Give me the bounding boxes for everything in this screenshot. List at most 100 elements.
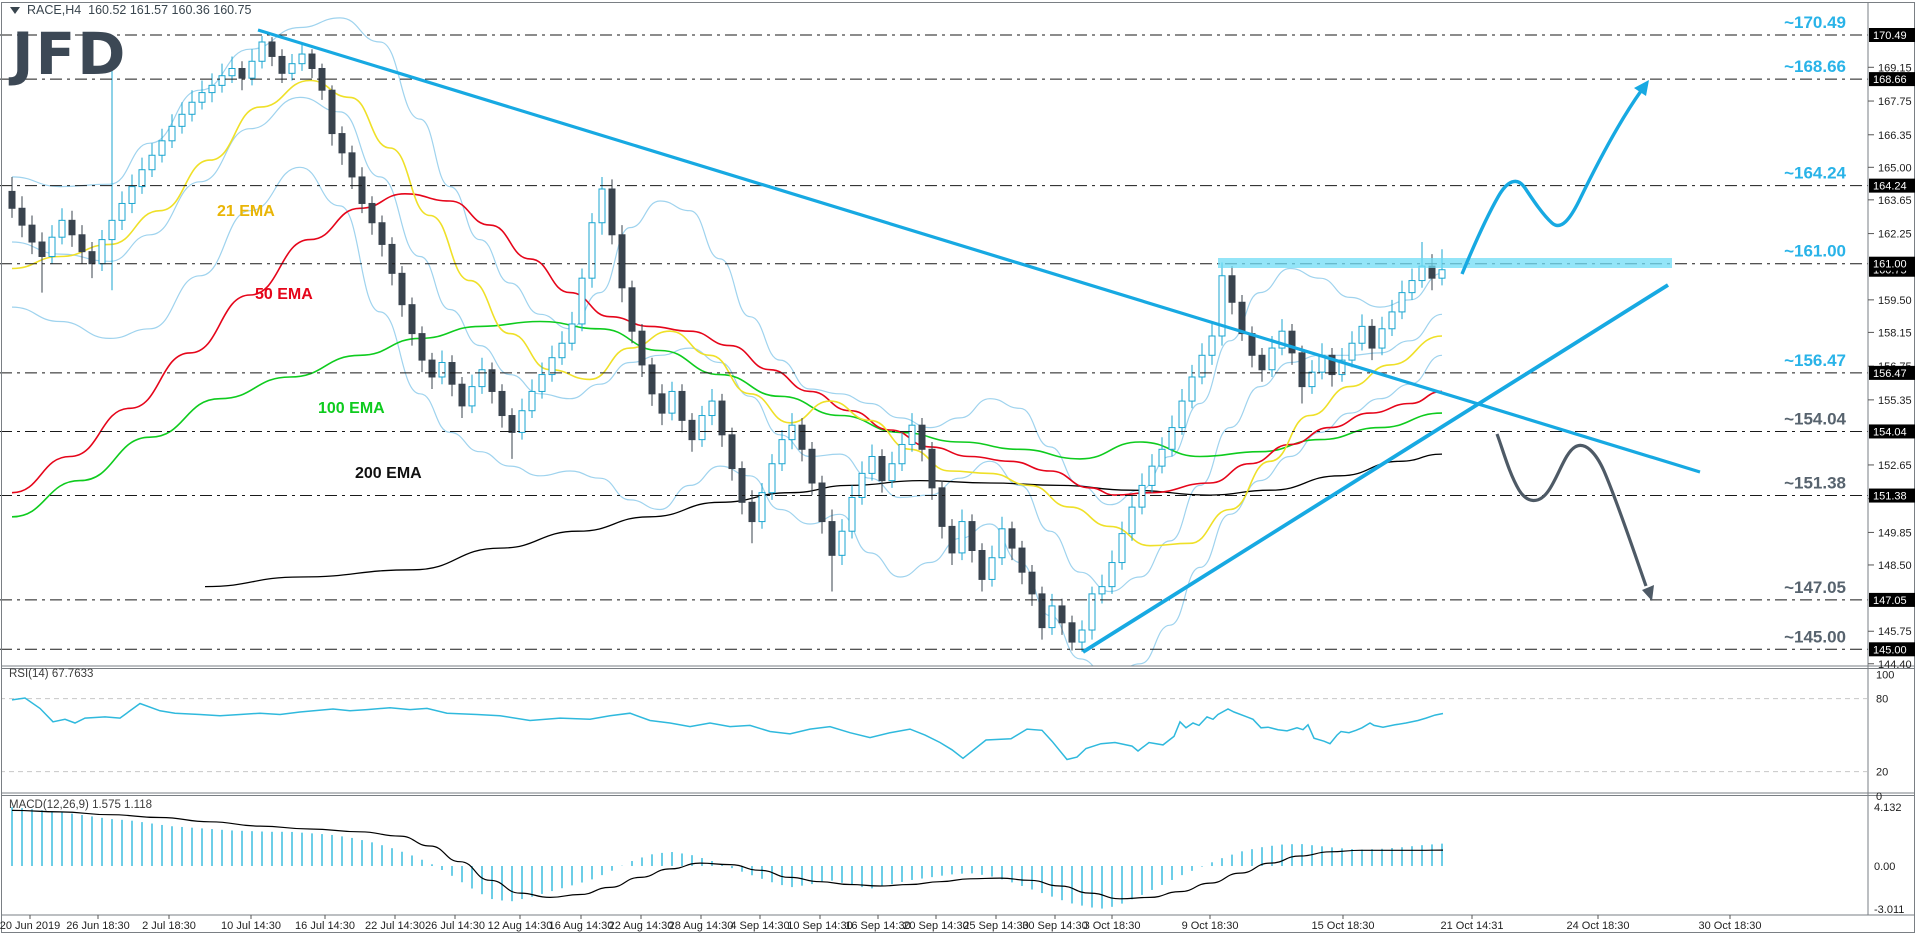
price-tag-label: 156.47: [1873, 368, 1907, 380]
candle-body: [388, 243, 396, 274]
rsi-axis-label: 20: [1876, 767, 1888, 779]
candle-body: [738, 468, 746, 503]
axis-tick-label: 165.00: [1878, 162, 1912, 174]
candle-body: [1018, 547, 1026, 573]
macd-axis-label: 0.00: [1874, 861, 1895, 873]
time-label: 30 Sep 14:30: [1022, 920, 1087, 932]
candle-body: [138, 169, 146, 188]
candle-body: [198, 92, 206, 103]
arrow-down-head-icon: [1642, 585, 1654, 601]
candle-body: [728, 434, 736, 470]
candle-body: [848, 496, 856, 532]
50-ema-label[interactable]: 50 EMA: [255, 286, 313, 303]
time-label: 22 Jul 14:30: [365, 920, 425, 932]
candle-body: [1078, 629, 1086, 643]
price-tag: [1869, 72, 1915, 87]
candle-body: [568, 323, 576, 344]
symbol-dropdown-icon[interactable]: [10, 6, 20, 14]
trendline-ascending[interactable]: [1081, 283, 1670, 654]
candle-body: [828, 521, 836, 556]
candle-body: [518, 410, 526, 433]
chart-title: RACE,H4 160.52 161.57 160.36 160.75: [27, 3, 252, 17]
level-label[interactable]: ~168.66: [1784, 57, 1846, 76]
200-ema-label[interactable]: 200 EMA: [355, 465, 422, 482]
price-axis[interactable]: 169.15 167.75 166.35 165.00 163.65 162.25 159.…: [1868, 28, 1915, 671]
ema-labels: 21 EMA 50 EMA 100 EMA 200 EMA: [217, 203, 422, 482]
candle-body: [168, 125, 176, 142]
level-label[interactable]: ~145.00: [1784, 627, 1846, 646]
candle-body: [1328, 354, 1336, 376]
trendline-descending[interactable]: [257, 28, 1701, 474]
candle-body: [1158, 448, 1166, 467]
ema-lines: [11, 79, 1443, 588]
candle-body: [1008, 528, 1016, 549]
time-label: 30 Oct 18:30: [1699, 920, 1762, 932]
projection-arrow-up[interactable]: [1460, 80, 1649, 275]
candle-body: [328, 89, 336, 135]
candle-body: [88, 251, 96, 265]
time-axis[interactable]: 20 Jun 2019 26 Jun 18:30 2 Jul 18:30 10 Jul…: [0, 915, 1762, 932]
candle-body: [1208, 335, 1216, 356]
time-label: 10 Jul 14:30: [221, 920, 281, 932]
candle-body: [18, 207, 26, 226]
candles: [8, 35, 1446, 652]
resistance-band-161[interactable]: [1218, 258, 1672, 268]
price-tag-label: 168.66: [1873, 74, 1907, 86]
candle-body: [1048, 605, 1056, 629]
candle-body: [1028, 571, 1036, 595]
candle-body: [1138, 484, 1146, 508]
candle-body: [578, 277, 586, 325]
candle-body: [148, 154, 156, 171]
indicator-axes[interactable]: 100 80 20 04.132 0.00 -3.011: [1874, 669, 1904, 916]
candle-body: [1068, 622, 1076, 643]
candle-body: [1088, 593, 1096, 631]
candle-body: [1268, 347, 1276, 371]
level-label[interactable]: ~156.47: [1784, 351, 1846, 370]
axis-tick-label: 149.85: [1878, 527, 1912, 539]
candle-body: [298, 53, 306, 65]
candle-body: [778, 439, 786, 465]
candle-body: [1278, 330, 1286, 349]
projection-arrow-down[interactable]: [1495, 433, 1654, 601]
bollinger-bands: [11, 17, 1443, 666]
candle-body: [58, 219, 66, 238]
axis-tick-label: 169.15: [1878, 62, 1912, 74]
macd-indicator-label: MACD(12,26,9) 1.575 1.118: [9, 799, 152, 811]
candle-body: [768, 463, 776, 494]
level-label[interactable]: ~147.05: [1784, 578, 1846, 597]
candle-body: [238, 67, 246, 79]
candle-body: [1298, 352, 1306, 388]
21-ema-label[interactable]: 21 EMA: [217, 203, 275, 220]
level-label[interactable]: ~161.00: [1784, 242, 1846, 261]
candle-body: [1178, 400, 1186, 429]
candle-body: [248, 60, 256, 79]
level-label[interactable]: ~164.24: [1784, 164, 1846, 183]
candle-body: [908, 424, 916, 445]
candle-body: [538, 374, 546, 392]
level-label[interactable]: ~151.38: [1784, 474, 1846, 493]
macd-axis-label: -3.011: [1874, 904, 1904, 916]
rsi-indicator-label: RSI(14) 67.7633: [9, 668, 94, 680]
axis-tick-label: 158.15: [1878, 327, 1912, 339]
time-label: 16 Aug 14:30: [549, 920, 614, 932]
macd-panel: [11, 807, 1444, 909]
time-label: 20 Sep 14:30: [903, 920, 968, 932]
price-tag: [1869, 424, 1915, 439]
candle-body: [488, 369, 496, 392]
level-label[interactable]: ~154.04: [1784, 409, 1846, 428]
candle-body: [1168, 427, 1176, 450]
candle-body: [1378, 328, 1386, 349]
axis-tick-label: 166.35: [1878, 130, 1912, 142]
level-label[interactable]: ~170.49: [1784, 13, 1846, 32]
axis-tick-label: 145.75: [1878, 626, 1912, 638]
time-label: 2 Jul 18:30: [142, 920, 196, 932]
candle-body: [628, 287, 636, 332]
price-tag-label: 161.00: [1873, 259, 1907, 271]
time-label: 28 Aug 14:30: [669, 920, 734, 932]
candle-body: [748, 501, 756, 523]
arrow-down-curve: [1495, 433, 1648, 587]
candle-body: [708, 400, 716, 417]
100-ema-label[interactable]: 100 EMA: [318, 400, 385, 417]
